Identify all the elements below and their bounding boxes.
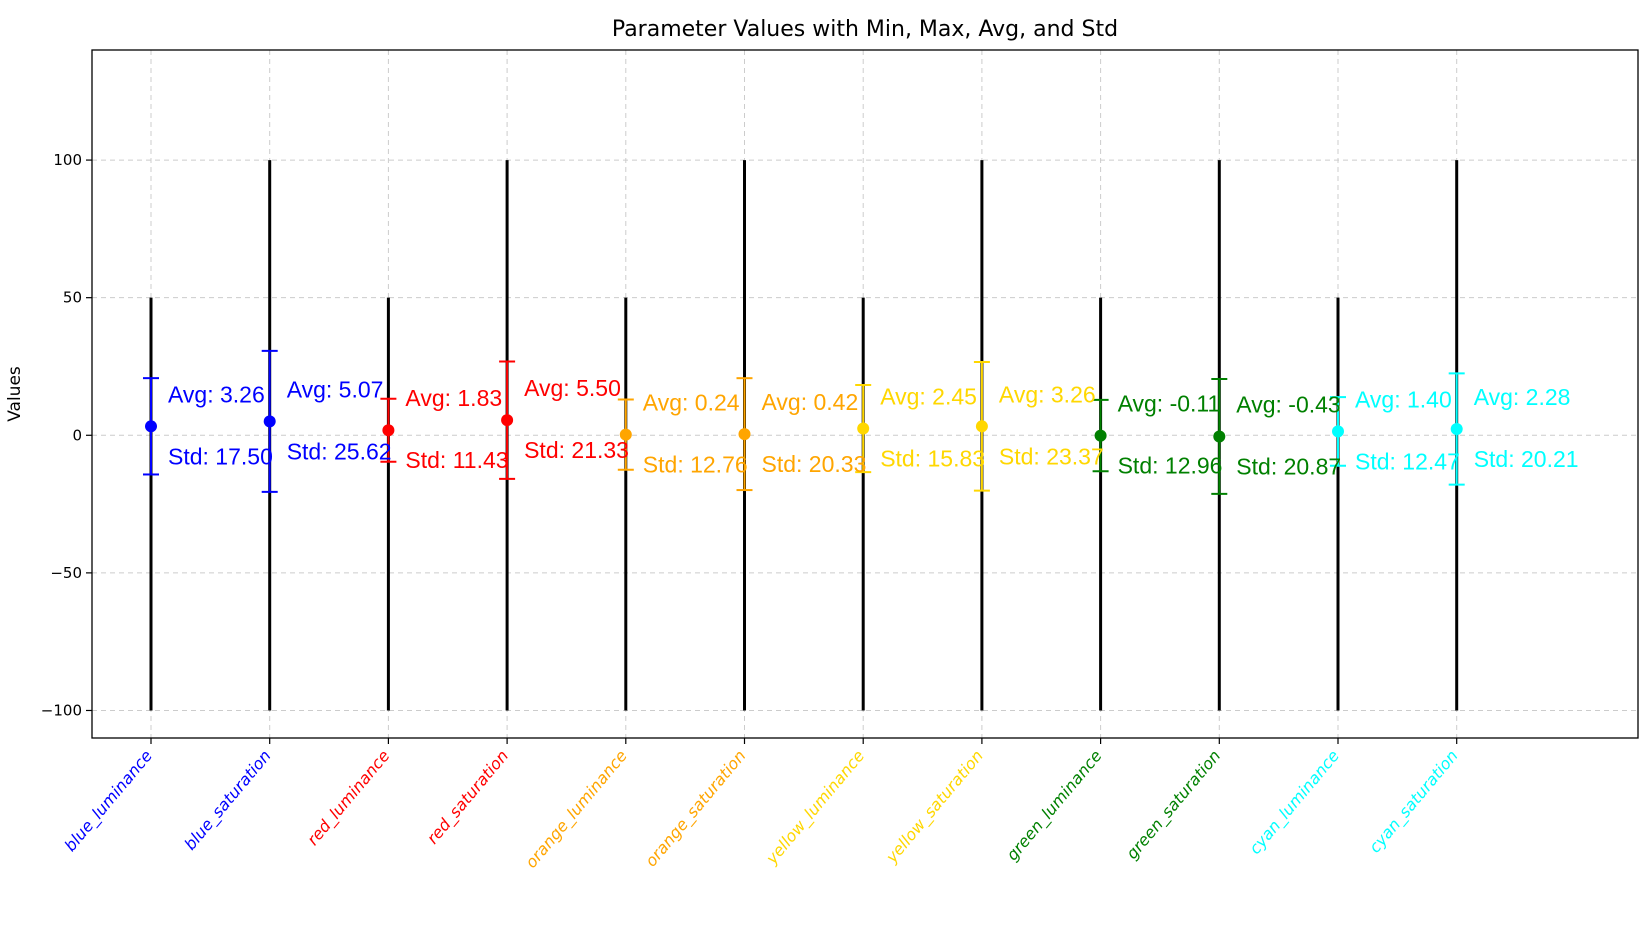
std-label: Std: 20.33 [762,451,867,477]
avg-point [738,428,751,441]
annotations-layer: Avg: 3.26 Std: 17.50 Avg: 5.07 Std: 25.62 Av… [168,375,1579,479]
x-tick-label: orange_luminance [521,746,631,872]
avg-label: Avg: 0.24 [643,390,740,416]
avg-point [857,422,870,435]
avg-label: Avg: -0.43 [1236,391,1340,417]
avg-label: Avg: 2.28 [1474,384,1571,410]
x-tick-label: yellow_saturation [881,746,987,867]
y-tick-label: 50 [63,289,82,307]
avg-label: Avg: 2.45 [880,384,977,410]
avg-label: Avg: 3.26 [168,381,265,407]
x-tick-label: cyan_saturation [1365,746,1462,857]
avg-label: Avg: 5.50 [524,375,621,401]
std-label: Std: 17.50 [168,443,273,469]
avg-point [501,414,514,427]
avg-label: Avg: 1.40 [1355,386,1452,412]
chart-title: Parameter Values with Min, Max, Avg, and… [612,17,1118,42]
avg-point [145,420,157,433]
x-tick-label: yellow_luminance [762,746,870,869]
avg-label: Avg: -0.11 [1118,391,1221,417]
avg-label: Avg: 3.26 [999,381,1096,407]
y-tick-label: −100 [41,701,82,719]
axis-layer: 100 50 0 −50 −100 blue_luminance blue_saturati… [41,151,1463,872]
std-label: Std: 20.21 [1474,446,1579,472]
std-label: Std: 12.96 [1118,453,1223,479]
x-tick-label: blue_luminance [61,746,157,855]
plot-frame [91,49,1639,739]
std-label: Std: 11.43 [405,447,508,473]
y-axis-label: Values [5,366,25,422]
avg-label: Avg: 1.83 [405,385,502,411]
y-tick-label: 100 [53,151,82,169]
avg-points-layer [145,414,1463,443]
x-tick-label: orange_saturation [641,746,750,871]
avg-point [619,428,632,441]
std-label: Std: 23.37 [999,443,1104,469]
avg-point [975,420,988,433]
avg-point [263,415,276,428]
x-tick-label: green_luminance [1002,746,1106,865]
y-tick-label: 0 [72,426,82,444]
x-tick-label: blue_saturation [180,746,275,854]
avg-label: Avg: 5.07 [287,376,384,402]
avg-point [1450,423,1463,436]
x-tick-label: green_saturation [1122,746,1225,863]
x-tick-label: red_luminance [303,746,394,849]
x-tick-label: cyan_luminance [1245,746,1344,858]
std-label: Std: 12.76 [643,452,748,478]
avg-point [382,424,395,437]
avg-point [1094,429,1107,442]
avg-point [1332,425,1344,438]
std-label: Std: 20.87 [1236,453,1341,479]
avg-label: Avg: 0.42 [762,389,859,415]
y-tick-label: −50 [50,564,82,582]
avg-point [1213,430,1226,443]
std-label: Std: 25.62 [287,438,392,464]
std-label: Std: 21.33 [524,437,629,463]
std-label: Std: 12.47 [1355,448,1460,474]
std-label: Std: 15.83 [880,446,985,472]
x-tick-label: red_saturation [423,746,513,848]
